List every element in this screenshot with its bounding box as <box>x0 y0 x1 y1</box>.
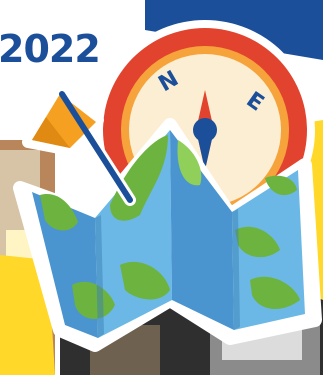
year-heading: 2022 <box>0 27 101 71</box>
compass-center <box>193 118 217 142</box>
flag-pole <box>59 91 133 203</box>
